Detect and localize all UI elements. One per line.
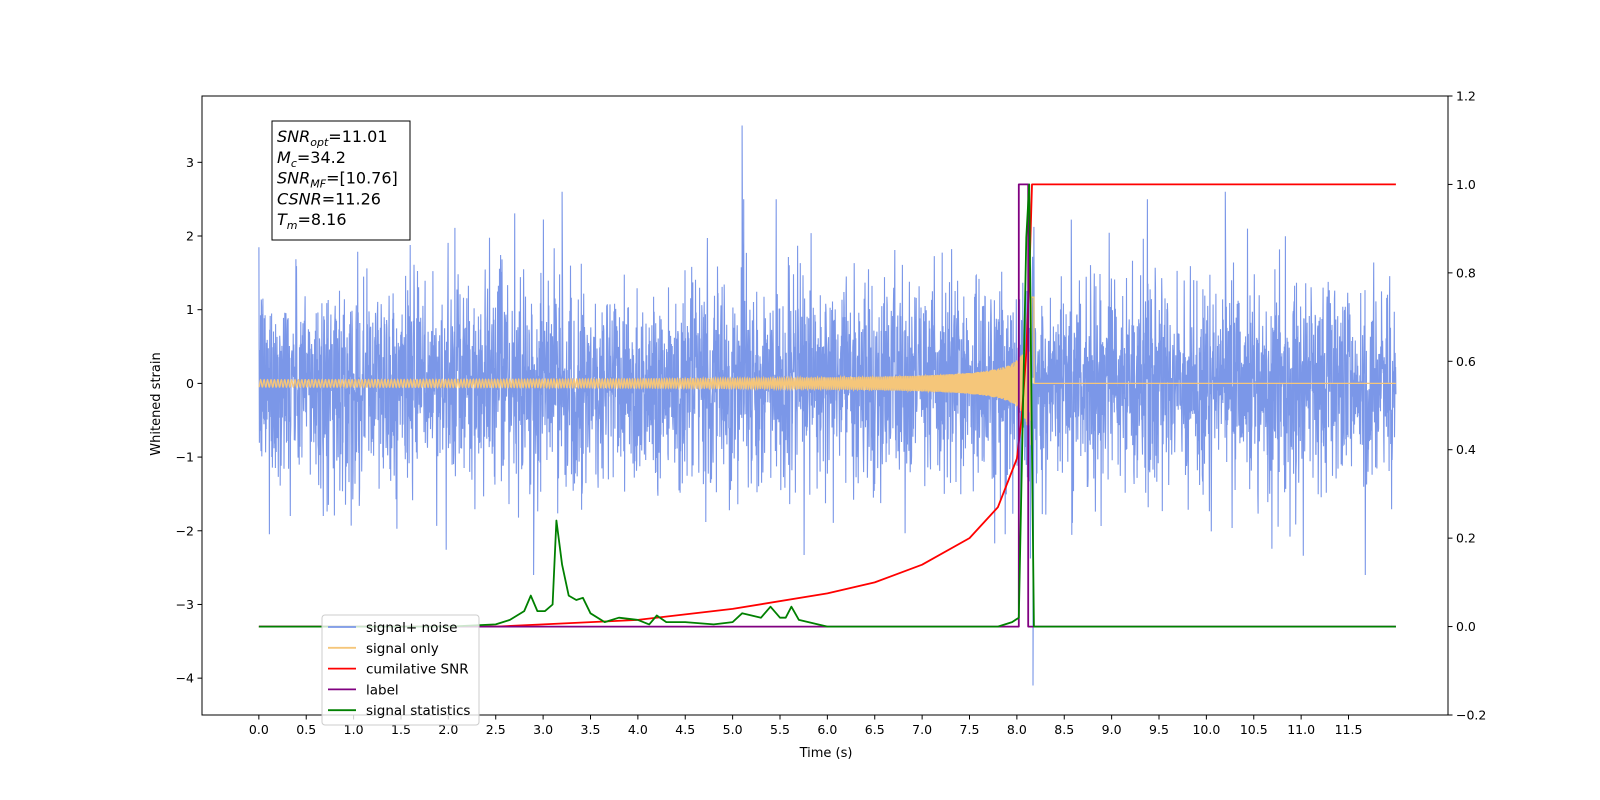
x-tick-label: 3.5 [581, 722, 601, 737]
y-tick-label: 3 [186, 155, 194, 170]
annotation-line: Mc=34.2 [277, 148, 346, 170]
x-tick-label: 6.5 [865, 722, 885, 737]
legend: signal+ noise signal only cumilative SNR la… [321, 614, 480, 726]
x-tick-label: 0.0 [249, 722, 269, 737]
x-tick-label: 5.5 [770, 722, 790, 737]
legend-label: signal statistics [366, 703, 470, 719]
y-tick-label: −3 [176, 597, 194, 612]
y-tick-label: −4 [176, 671, 194, 686]
y-tick-label: 0 [186, 376, 194, 391]
y2-tick-label: 0.8 [1456, 265, 1476, 280]
x-tick-label: 8.5 [1054, 722, 1074, 737]
y2-tick-label: −0.2 [1456, 708, 1486, 723]
annotation-box: SNRopt=11.01Mc=34.2SNRMF=[10.76]CSNR=11.… [271, 120, 411, 241]
annotation-line: SNRopt=11.01 [277, 127, 388, 149]
annotation-line: SNRMF=[10.76] [277, 169, 398, 191]
x-tick-label: 7.0 [912, 722, 932, 737]
x-tick-label: 11.0 [1287, 722, 1315, 737]
y2-tick-label: 1.0 [1456, 177, 1476, 192]
y2-tick-label: 0.4 [1456, 442, 1476, 457]
x-tick-label: 6.0 [817, 722, 837, 737]
series-signal-only [258, 296, 1396, 446]
x-tick-label: 11.5 [1335, 722, 1363, 737]
y2-tick-label: 0.6 [1456, 354, 1476, 369]
x-tick-label: 3.0 [533, 722, 553, 737]
annotation-line: CSNR=11.26 [277, 189, 381, 208]
x-tick-label: 2.0 [438, 722, 458, 737]
x-tick-label: 1.0 [344, 722, 364, 737]
plot-frame [201, 95, 1449, 716]
x-tick-label: 2.5 [486, 722, 506, 737]
legend-label: label [366, 682, 399, 698]
y-tick-label: 2 [186, 229, 194, 244]
x-tick-label: 10.0 [1192, 722, 1220, 737]
x-tick-label: 8.0 [1007, 722, 1027, 737]
x-tick-label: 4.5 [675, 722, 695, 737]
x-axis-label: Time (s) [799, 746, 853, 761]
series-signal-statistics [258, 183, 1396, 628]
y-tick-label: −1 [176, 450, 194, 465]
legend-label: signal+ noise [366, 620, 457, 636]
x-tick-label: 5.0 [723, 722, 743, 737]
series-group [258, 125, 1397, 686]
y-tick-label: 1 [186, 302, 194, 317]
axes: 0.0 0.5 1.0 1.5 2.0 2.5 3.0 3.5 4.0 4.5 5.0 5.5 6.0 6… [176, 89, 1487, 738]
annotation-line: Tm=8.16 [277, 210, 347, 232]
x-tick-label: 0.5 [296, 722, 316, 737]
y2-tick-label: 0.0 [1456, 619, 1476, 634]
y-tick-label: −2 [176, 523, 194, 538]
x-tick-label: 9.0 [1102, 722, 1122, 737]
y2-tick-label: 0.2 [1456, 531, 1476, 546]
x-tick-label: 9.5 [1149, 722, 1169, 737]
x-tick-label: 1.5 [391, 722, 411, 737]
annotation-frame [271, 120, 411, 241]
series-signal-noise [258, 125, 1397, 686]
legend-frame [321, 614, 480, 726]
plot-area [258, 125, 1397, 686]
y2-tick-label: 1.2 [1456, 89, 1476, 104]
y-axis-label: Whitened strain [149, 352, 164, 455]
x-tick-label: 10.5 [1240, 722, 1268, 737]
legend-label: signal only [366, 641, 439, 657]
x-tick-label: 7.5 [960, 722, 980, 737]
x-tick-label: 4.0 [628, 722, 648, 737]
legend-label: cumilative SNR [366, 662, 469, 678]
